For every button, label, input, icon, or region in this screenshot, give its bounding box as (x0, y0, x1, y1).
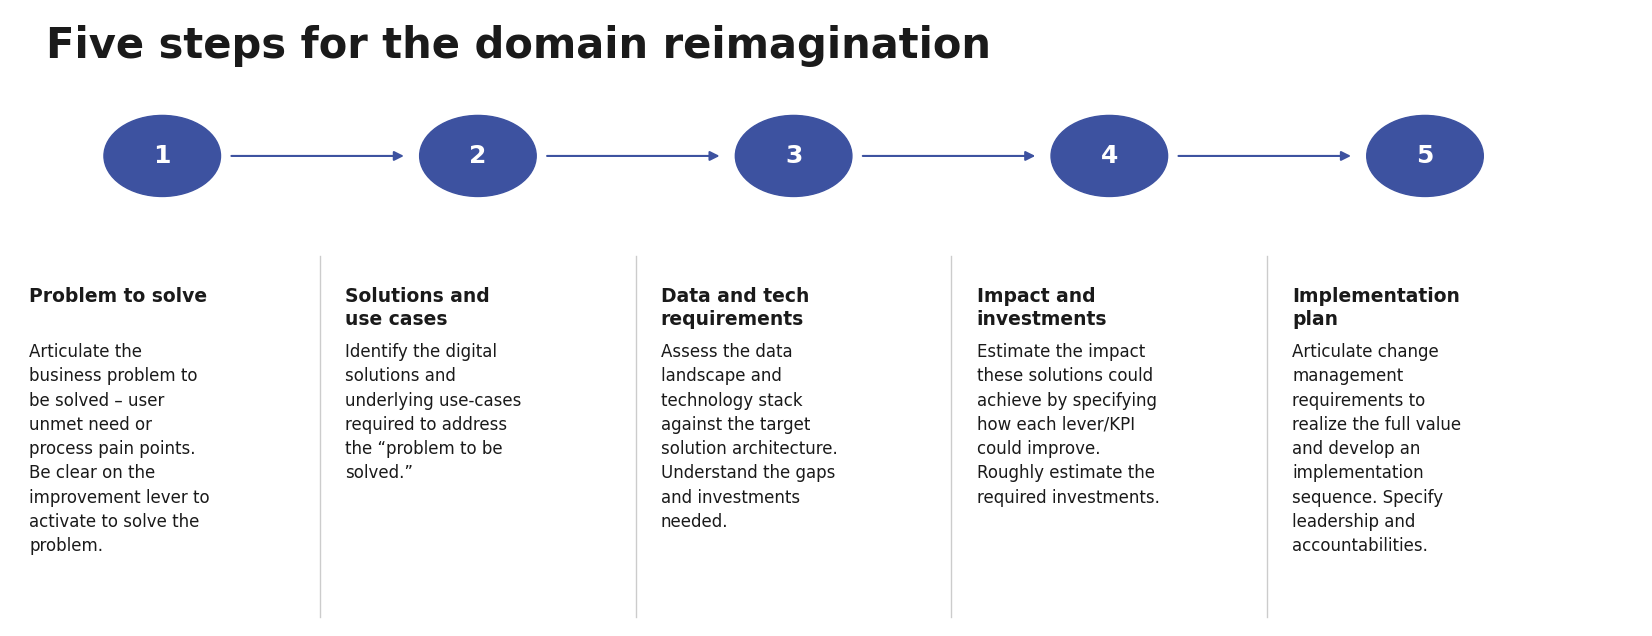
Text: 2: 2 (469, 144, 487, 168)
Text: Implementation
plan: Implementation plan (1292, 287, 1460, 329)
Text: Problem to solve: Problem to solve (30, 287, 208, 306)
Text: 1: 1 (154, 144, 170, 168)
Text: Articulate the
business problem to
be solved – user
unmet need or
process pain p: Articulate the business problem to be so… (30, 343, 210, 555)
Ellipse shape (104, 115, 220, 197)
Text: Five steps for the domain reimagination: Five steps for the domain reimagination (46, 25, 991, 67)
Text: Assess the data
landscape and
technology stack
against the target
solution archi: Assess the data landscape and technology… (661, 343, 838, 531)
Ellipse shape (420, 115, 537, 197)
Ellipse shape (735, 115, 852, 197)
Ellipse shape (1051, 115, 1168, 197)
Text: 4: 4 (1100, 144, 1118, 168)
Text: Solutions and
use cases: Solutions and use cases (345, 287, 491, 329)
Text: Identify the digital
solutions and
underlying use-cases
required to address
the : Identify the digital solutions and under… (345, 343, 522, 483)
Text: 5: 5 (1416, 144, 1434, 168)
Text: Impact and
investments: Impact and investments (976, 287, 1107, 329)
Text: Estimate the impact
these solutions could
achieve by specifying
how each lever/K: Estimate the impact these solutions coul… (976, 343, 1160, 507)
Ellipse shape (1366, 115, 1483, 197)
Text: Data and tech
requirements: Data and tech requirements (661, 287, 809, 329)
Text: Articulate change
management
requirements to
realize the full value
and develop : Articulate change management requirement… (1292, 343, 1462, 555)
Text: 3: 3 (785, 144, 803, 168)
